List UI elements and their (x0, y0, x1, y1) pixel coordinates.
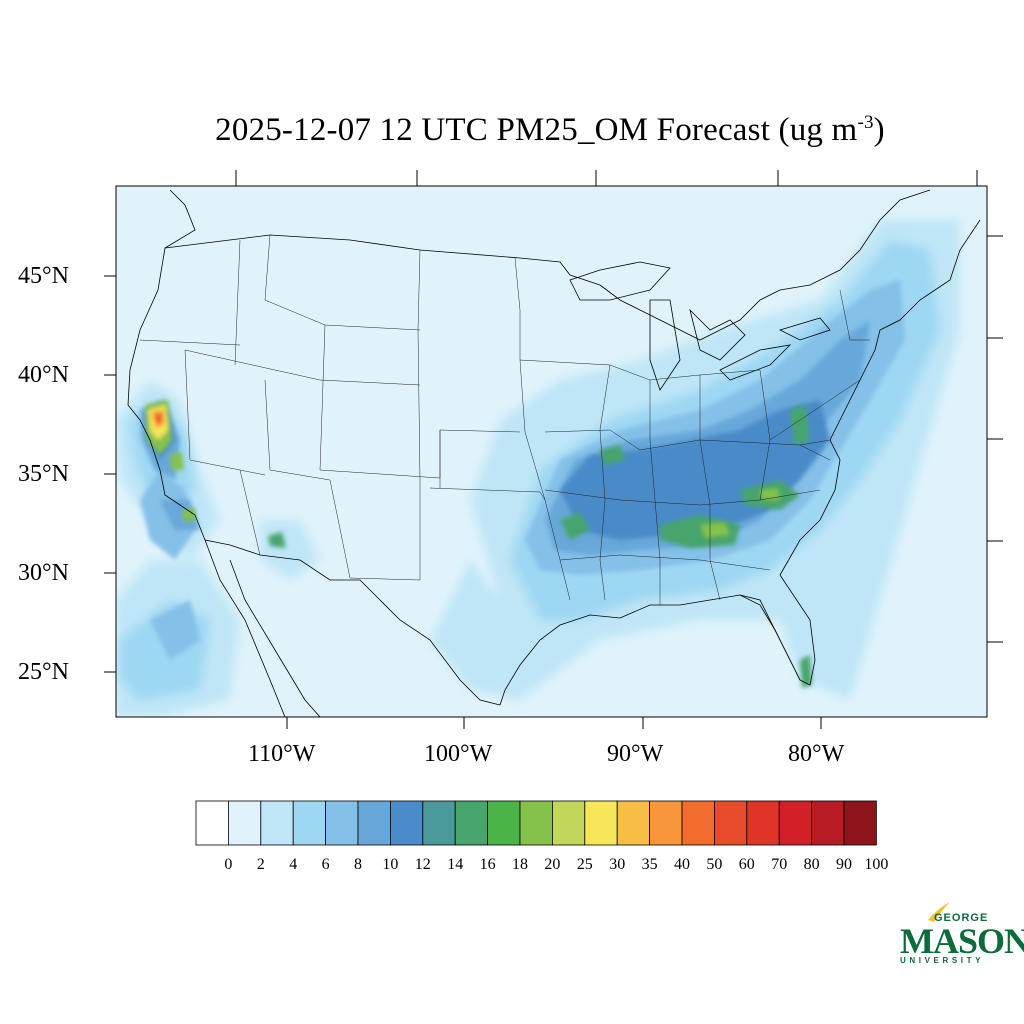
axis-ticks (104, 170, 1003, 729)
colorbar-swatch (422, 800, 456, 846)
colorbar-tick-label: 30 (609, 856, 626, 873)
lon-label-110w: 110°W (248, 741, 316, 767)
colorbar-swatch (811, 800, 845, 846)
chart-title: 2025-12-07 12 UTC PM25_OM Forecast (ug m… (215, 112, 885, 148)
logo-mason: MASON (900, 921, 1024, 961)
colorbar-swatch (519, 800, 553, 846)
colorbar-tick-label: 90 (836, 856, 852, 873)
colorbar-swatch (487, 800, 521, 846)
colorbar-swatch (778, 800, 813, 846)
lat-label-25n: 25°N (18, 659, 69, 685)
lat-label-45n: 45°N (18, 263, 69, 289)
lat-label-35n: 35°N (18, 461, 69, 487)
lon-label-100w: 100°W (424, 741, 493, 767)
colorbar-tick-label: 35 (641, 856, 658, 873)
concentration-field (116, 220, 960, 717)
colorbar-swatch (260, 800, 294, 846)
colorbar-swatch (195, 800, 229, 846)
political-boundaries (127, 189, 981, 717)
colorbar-swatch (292, 800, 327, 846)
colorbar-swatch (552, 800, 586, 846)
colorbar-swatch (681, 800, 715, 846)
colorbar-tick-label: 14 (447, 856, 464, 873)
colorbar-tick-label: 18 (512, 856, 528, 873)
logo-george: GEORGE (934, 912, 989, 924)
gmu-logo: GEORGE MASON UNIVERSITY (898, 898, 1024, 970)
colorbar-tick-label: 20 (544, 856, 561, 873)
colorbar-tick-label: 40 (674, 856, 690, 873)
colorbar-swatch (746, 800, 780, 846)
lon-label-80w: 80°W (788, 741, 845, 767)
colorbar-swatch (843, 800, 877, 846)
colorbar-tick-label: 70 (771, 856, 788, 873)
map-frame (115, 185, 988, 718)
colorbar-swatch (389, 800, 424, 846)
colorbar-tick-label: 0 (224, 856, 233, 873)
colorbar-tick-label: 8 (354, 856, 362, 873)
logo-university: UNIVERSITY (900, 956, 985, 965)
colorbar-tick-label: 25 (576, 856, 593, 873)
colorbar-tick-label: 100 (864, 856, 889, 873)
colorbar-swatch (584, 800, 618, 846)
colorbar-tick-label: 60 (738, 856, 755, 873)
colorbar-swatch (325, 800, 359, 846)
colorbar-swatch (357, 800, 391, 846)
colorbar-tick-label: 80 (803, 856, 820, 873)
colorbar-tick-label: 50 (706, 856, 723, 873)
colorbar-swatch (616, 800, 651, 846)
colorbar-swatch (714, 800, 748, 846)
colorbar-swatch (227, 800, 262, 846)
colorbar-swatch (649, 800, 683, 846)
colorbar-tick-label: 2 (256, 856, 265, 873)
colorbar-tick-label: 16 (479, 856, 496, 873)
lon-label-90w: 90°W (607, 741, 664, 767)
colorbar-tick-label: 4 (289, 856, 298, 873)
logo-swoosh-icon (928, 902, 950, 922)
colorbar-tick-label: 10 (382, 856, 399, 873)
colorbar-tick-label: 12 (414, 856, 431, 873)
colorbar-swatch (454, 800, 489, 846)
lat-label-40n: 40°N (18, 362, 69, 388)
colorbar-tick-label: 6 (321, 856, 330, 873)
state-lines (139, 234, 870, 605)
colorbar (195, 800, 877, 846)
lat-label-30n: 30°N (18, 560, 69, 586)
